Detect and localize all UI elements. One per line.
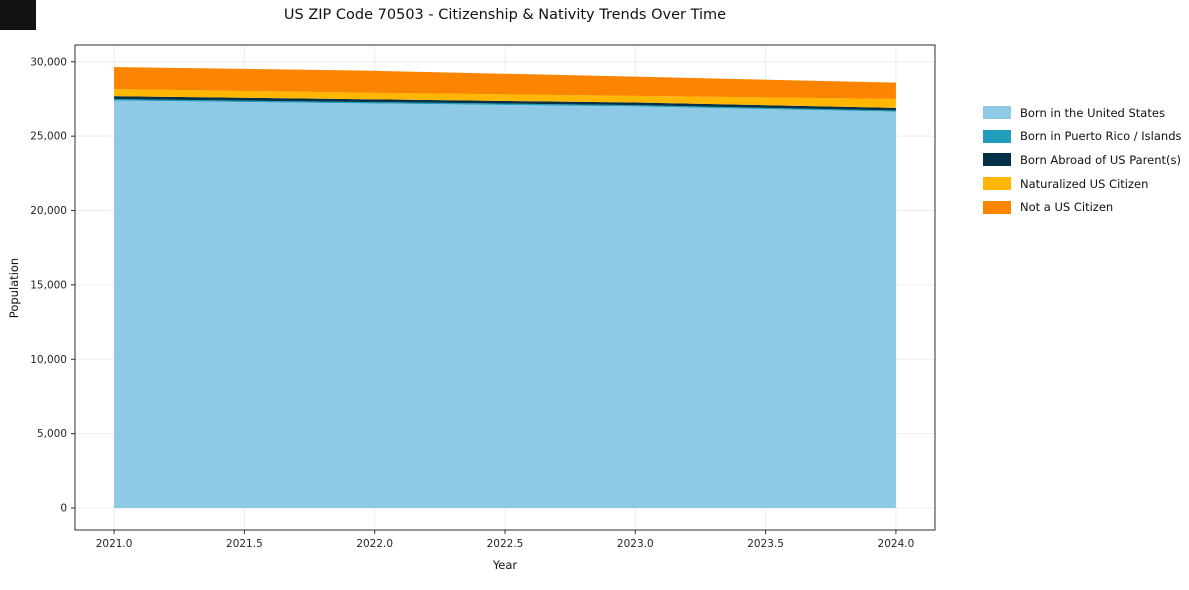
svg-text:30,000: 30,000 [30, 56, 67, 68]
legend-label: Born in the United States [1020, 105, 1165, 120]
screen-corner-artifact [0, 0, 36, 30]
svg-text:2023.5: 2023.5 [747, 538, 784, 550]
legend: Born in the United States Born in Puerto… [983, 101, 1182, 219]
svg-text:0: 0 [60, 502, 67, 514]
legend-label: Born Abroad of US Parent(s) [1020, 152, 1181, 167]
legend-item: Born in the United States [983, 101, 1182, 125]
svg-text:2023.0: 2023.0 [617, 538, 654, 550]
svg-text:2024.0: 2024.0 [878, 538, 915, 550]
legend-swatch [983, 129, 1011, 143]
svg-text:5,000: 5,000 [37, 428, 67, 440]
svg-text:25,000: 25,000 [30, 131, 67, 143]
legend-label: Not a US Citizen [1020, 200, 1114, 215]
chart-title: US ZIP Code 70503 - Citizenship & Nativi… [283, 7, 727, 23]
legend-swatch [983, 200, 1011, 214]
legend-swatch [983, 153, 1011, 167]
legend-swatch [983, 106, 1011, 120]
svg-text:15,000: 15,000 [30, 279, 67, 291]
svg-text:20,000: 20,000 [30, 205, 67, 217]
y-axis-label: Population [7, 257, 21, 319]
svg-text:2021.5: 2021.5 [226, 538, 263, 550]
legend-swatch [983, 177, 1011, 191]
svg-text:2022.0: 2022.0 [356, 538, 393, 550]
legend-label: Born in Puerto Rico / Islands [1020, 129, 1182, 144]
legend-label: Naturalized US Citizen [1020, 176, 1149, 191]
legend-item: Born Abroad of US Parent(s) [983, 148, 1182, 172]
x-axis-label: Year [492, 558, 518, 572]
legend-item: Born in Puerto Rico / Islands [983, 125, 1182, 149]
plot-area: 2021.0 2021.5 2022.0 2022.5 2023.0 2023.5 2024… [30, 44, 936, 550]
legend-item: Not a US Citizen [983, 195, 1182, 219]
svg-text:2021.0: 2021.0 [96, 538, 133, 550]
legend-item: Naturalized US Citizen [983, 172, 1182, 196]
svg-text:10,000: 10,000 [30, 354, 67, 366]
svg-text:2022.5: 2022.5 [487, 538, 524, 550]
